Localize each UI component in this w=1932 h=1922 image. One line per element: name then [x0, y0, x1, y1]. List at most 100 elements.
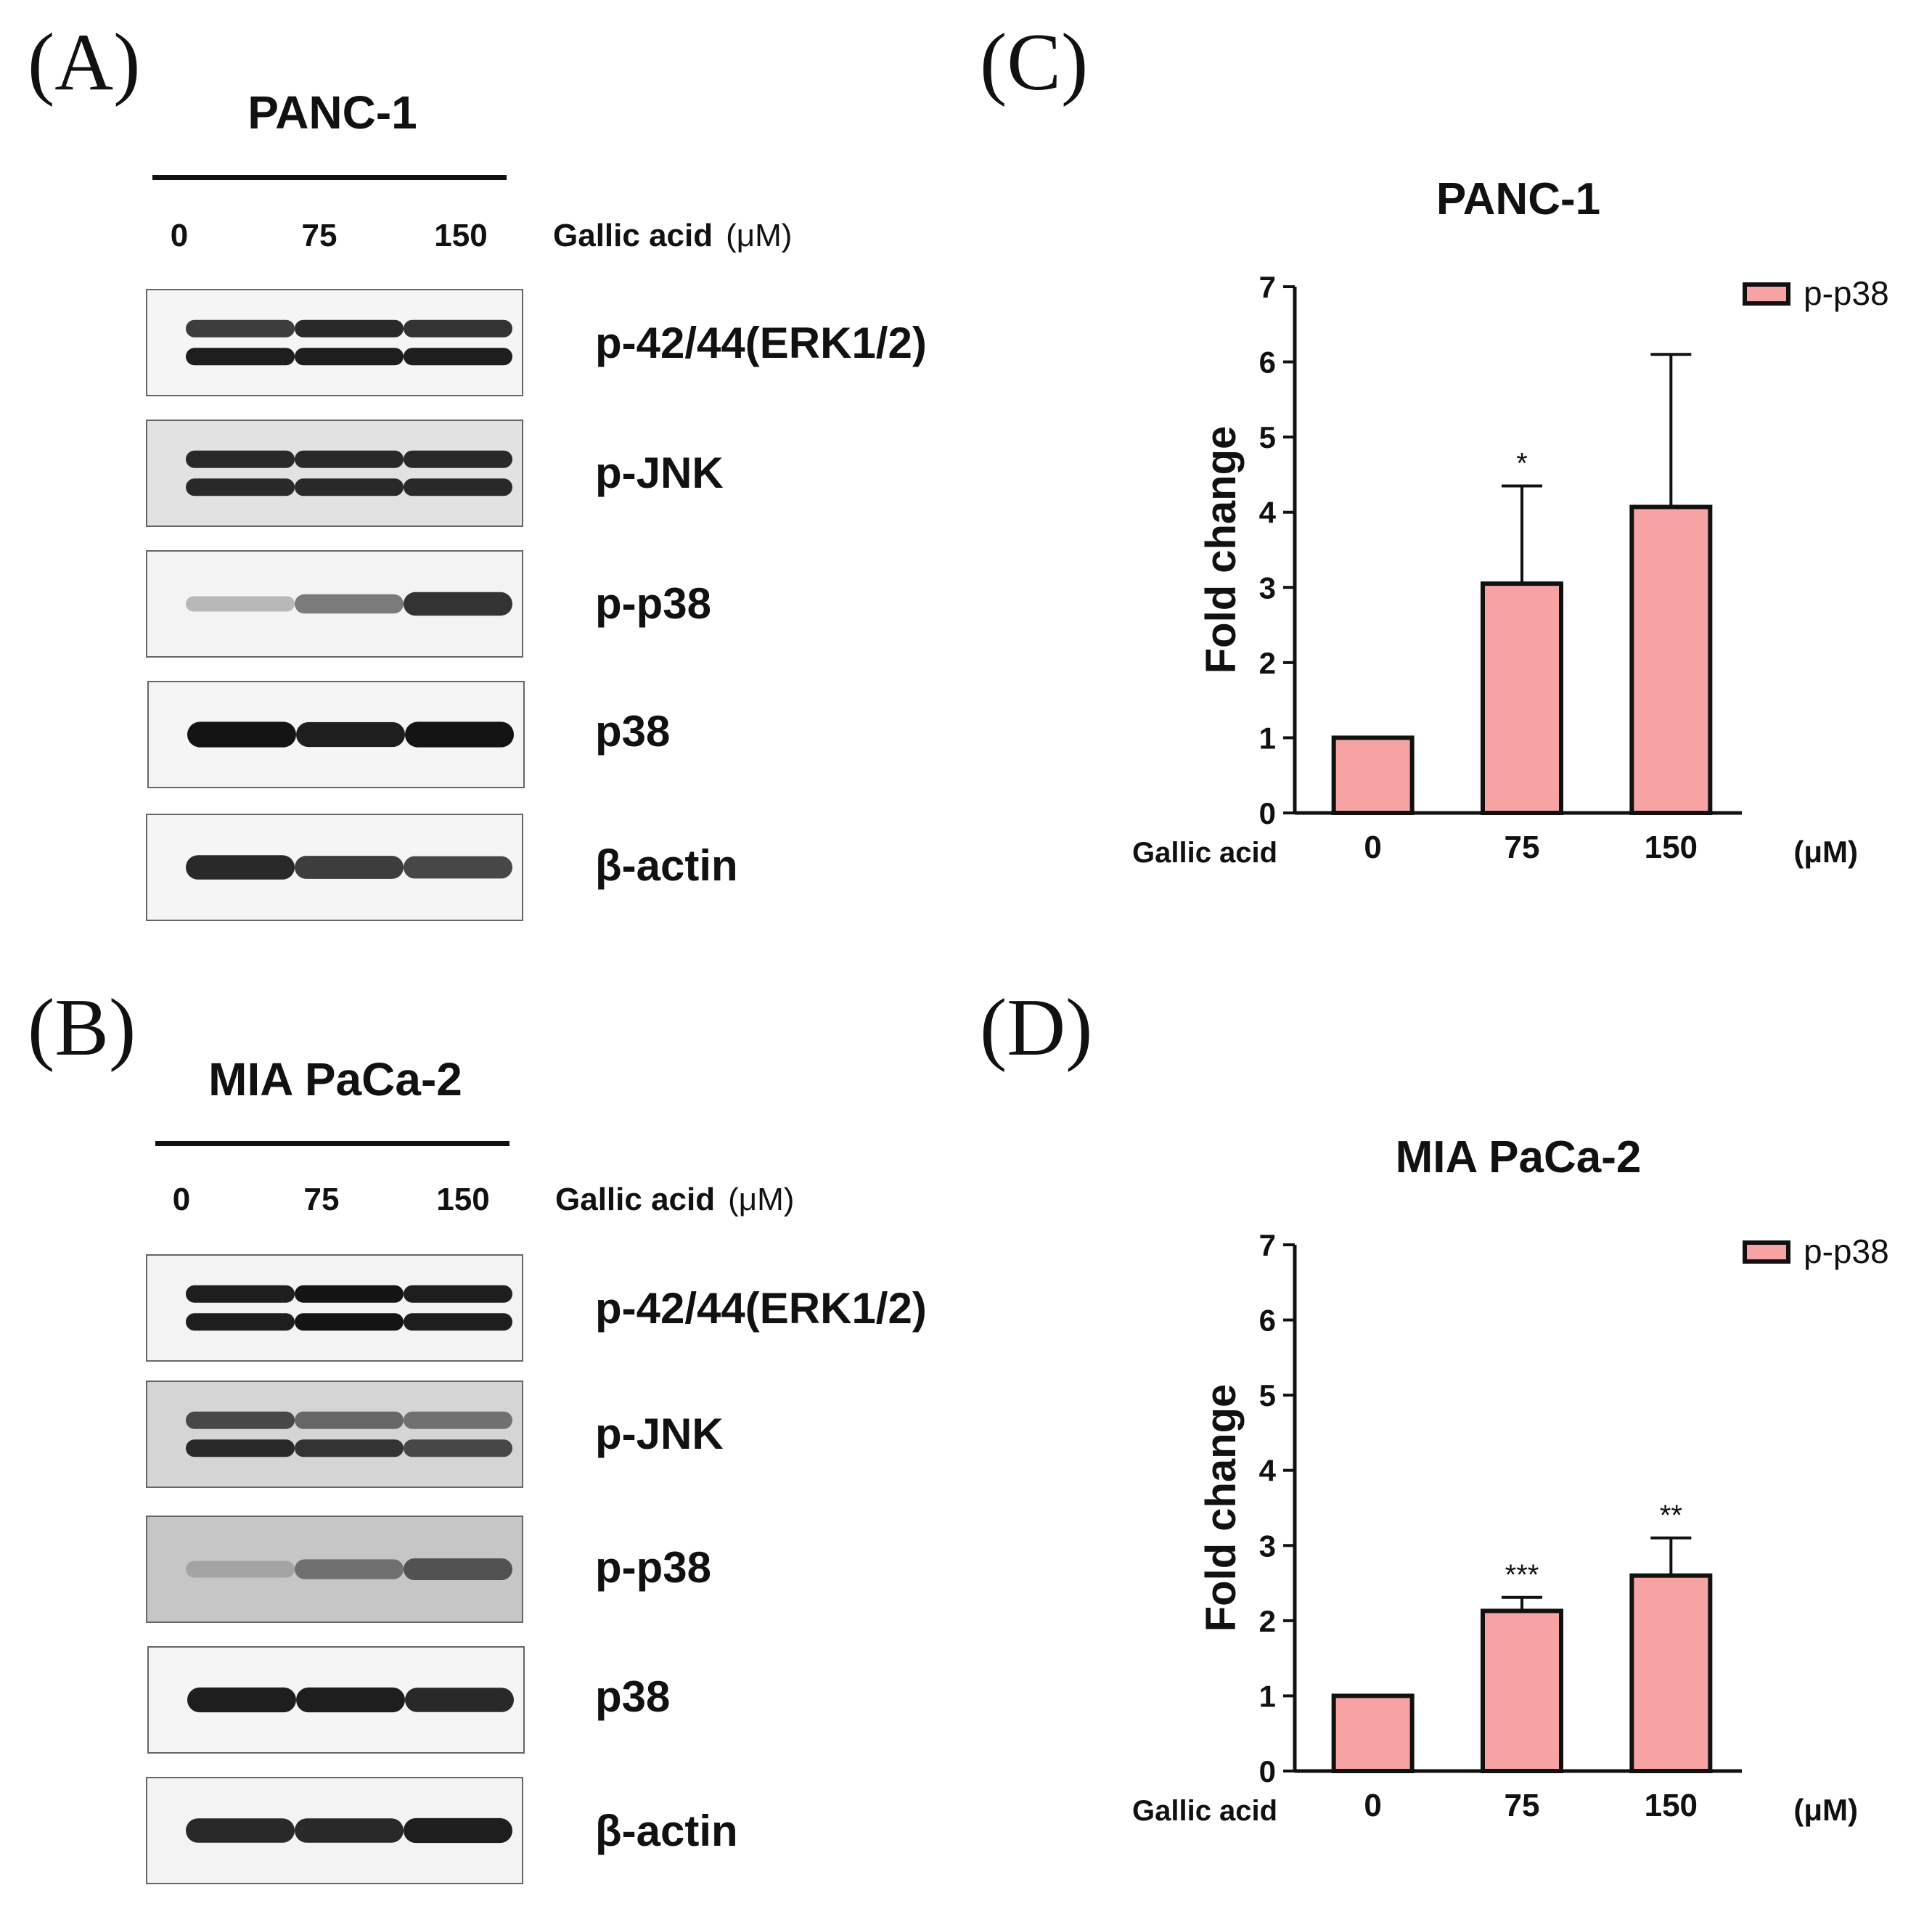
band-layer [186, 319, 512, 366]
protein-band [404, 348, 512, 366]
protein-band [404, 450, 512, 468]
bar [1481, 581, 1563, 815]
treatment-unit: (μM) [726, 218, 793, 253]
band-layer [187, 721, 514, 748]
protein-band [186, 1285, 295, 1303]
y-tick-label: 5 [1259, 420, 1276, 454]
protein-band [404, 319, 512, 338]
blot-strip-pp38 [146, 550, 523, 658]
treatment-unit: (μM) [728, 1182, 795, 1217]
y-tick-label: 6 [1259, 1304, 1276, 1338]
x-tick-label: 75 [1505, 1788, 1540, 1823]
protein-label-erk: p-42/44(ERK1/2) [595, 319, 927, 367]
western-blot-panc1: PANC-1 0 75 150 Gallic acid (μM) p-42/44(… [0, 0, 1016, 958]
protein-band [186, 319, 295, 338]
bar [1481, 1608, 1563, 1774]
chart-title: PANC-1 [1436, 174, 1600, 224]
protein-band [295, 1818, 404, 1843]
chart-title: MIA PaCa-2 [1396, 1132, 1642, 1182]
lane-label-150: 150 [436, 1182, 490, 1217]
lane-label-75: 75 [301, 218, 337, 253]
protein-band [186, 1411, 295, 1429]
bar [1331, 1693, 1415, 1774]
bar [1331, 735, 1415, 816]
band-layer [186, 1558, 512, 1580]
protein-band [295, 1559, 404, 1579]
band-layer [186, 855, 512, 880]
lane-label-0: 0 [170, 218, 189, 253]
band-layer [186, 592, 512, 616]
protein-label-pp38: p-p38 [595, 579, 712, 628]
blot-strip-p38 [147, 681, 525, 788]
cell-line-rule [155, 1141, 509, 1146]
blot-strip-actin [146, 1777, 523, 1884]
protein-band [295, 1411, 404, 1429]
protein-band [295, 1313, 404, 1331]
band-layer [186, 1285, 512, 1331]
y-tick-label: 4 [1259, 1454, 1277, 1488]
blot-strip-jnk [146, 1381, 523, 1488]
protein-band [295, 594, 404, 614]
protein-band [186, 1313, 295, 1331]
protein-band [404, 1313, 512, 1331]
y-tick-label: 3 [1259, 1529, 1276, 1563]
band-layer [186, 1817, 512, 1844]
y-tick-label: 3 [1259, 571, 1276, 605]
protein-band [295, 319, 404, 338]
blot-strip-jnk [146, 420, 523, 527]
protein-band [404, 1411, 512, 1429]
protein-band [186, 450, 295, 468]
x-axis-label: Gallic acid [1132, 837, 1277, 869]
bar [1629, 1573, 1713, 1773]
protein-label-actin: β-actin [595, 841, 738, 890]
y-axis-label: Fold change [1198, 1384, 1245, 1632]
x-axis-label: Gallic acid [1132, 1795, 1277, 1827]
x-axis-unit: (μM) [1793, 835, 1858, 869]
protein-band [404, 592, 512, 616]
protein-band [186, 478, 295, 496]
y-tick-label: 7 [1259, 1228, 1276, 1262]
protein-band [404, 1439, 512, 1457]
y-tick-label: 4 [1259, 496, 1277, 530]
treatment-label: Gallic acid (μM) [555, 1182, 794, 1218]
band-layer [186, 1411, 512, 1457]
protein-label-jnk: p-JNK [595, 449, 724, 497]
blot-strip-erk [146, 1254, 523, 1362]
protein-band [404, 478, 512, 496]
y-tick-label: 2 [1259, 646, 1276, 680]
protein-band [186, 1561, 295, 1578]
blot-strip-p38 [147, 1646, 525, 1754]
x-tick-label: 75 [1505, 830, 1540, 865]
protein-band [404, 856, 512, 879]
protein-label-p38: p38 [595, 707, 671, 756]
protein-band [295, 348, 404, 366]
panel-label-d: (D) [980, 983, 1093, 1073]
cell-line-title: MIA PaCa-2 [208, 1053, 462, 1105]
y-tick-label: 6 [1259, 345, 1276, 380]
y-tick-label: 7 [1259, 270, 1276, 304]
y-tick-label: 2 [1259, 1604, 1276, 1638]
protein-band [296, 721, 405, 748]
legend-swatch [1743, 1240, 1790, 1264]
x-axis-unit: (μM) [1793, 1793, 1858, 1827]
y-axis-label: Fold change [1198, 426, 1245, 674]
protein-band [295, 856, 404, 879]
protein-band [296, 1687, 405, 1713]
legend-swatch [1743, 282, 1790, 306]
panel-label-b: (B) [28, 983, 136, 1073]
lane-label-150: 150 [434, 218, 488, 253]
y-tick-label: 1 [1259, 1679, 1276, 1713]
protein-band [404, 1558, 512, 1580]
protein-band [405, 1688, 514, 1712]
protein-band [405, 721, 514, 748]
y-tick-label: 1 [1259, 721, 1276, 755]
y-tick-label: 0 [1259, 796, 1276, 830]
protein-band [186, 348, 295, 366]
blot-strip-pp38 [146, 1516, 523, 1623]
western-blot-miapaca2: MIA PaCa-2 0 75 150 Gallic acid (μM) p-42… [0, 964, 1016, 1922]
protein-band [186, 855, 295, 880]
protein-band [404, 1285, 512, 1303]
protein-label-erk: p-42/44(ERK1/2) [595, 1284, 927, 1333]
lane-label-75: 75 [303, 1182, 340, 1217]
panel-label-a: (A) [28, 17, 141, 107]
